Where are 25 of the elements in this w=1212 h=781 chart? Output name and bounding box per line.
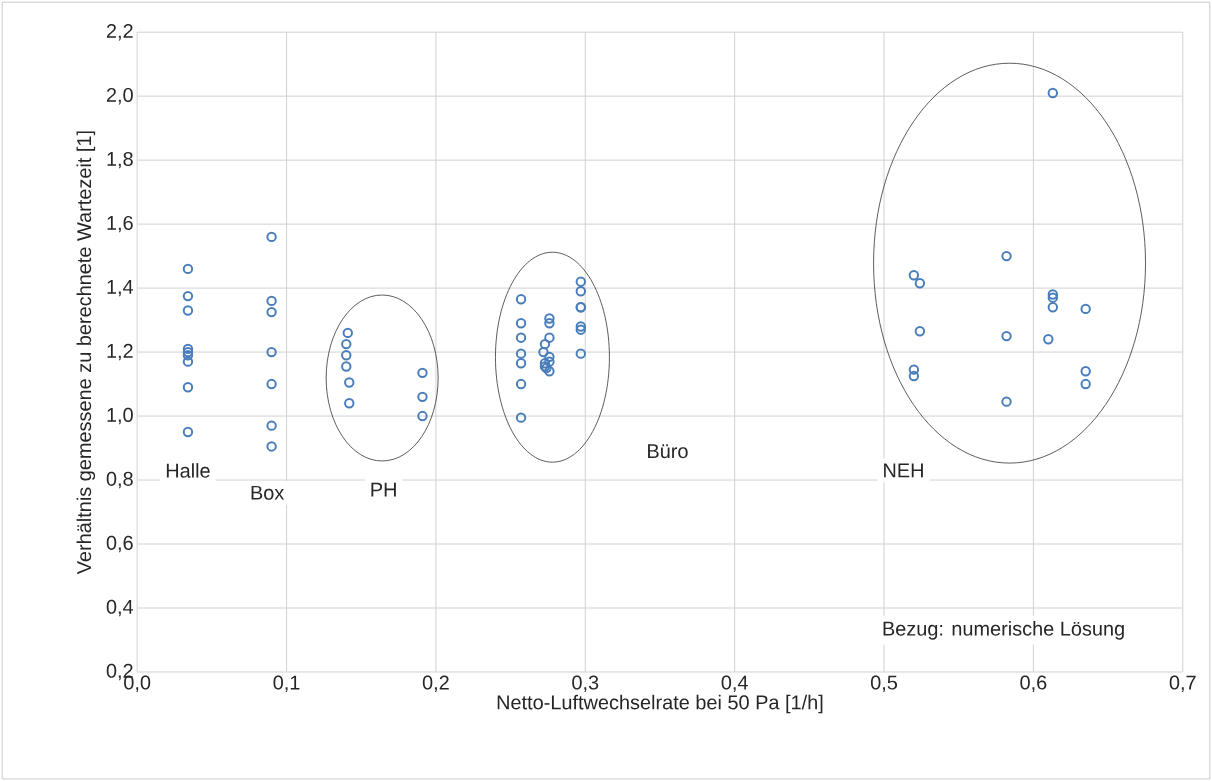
x-tick-label: 0,7 (1169, 675, 1196, 692)
annotation: PH (371, 482, 396, 497)
y-tick-label: 2,0 (106, 87, 133, 105)
y-tick-label: 0,4 (106, 599, 134, 617)
y-tick-label: 0,6 (106, 535, 133, 553)
y-tick-label: 0,8 (106, 471, 133, 489)
y-tick-label: 2,2 (106, 23, 133, 41)
x-tick-label: 0,6 (1020, 675, 1047, 692)
x-tick-label: 0,5 (870, 675, 898, 692)
x-tick-label: 0,2 (422, 675, 449, 692)
y-tick-label: 1,4 (107, 279, 134, 297)
x-tick-label: 0,4 (721, 675, 748, 692)
annotation: Büro (648, 444, 688, 459)
y-tick-label: 1,6 (107, 215, 133, 233)
y-tick-label: 1,8 (107, 151, 133, 169)
x-axis-title: Netto-Luftwechselrate bei 50 Pa [1/h] (497, 694, 823, 714)
y-axis-title: Verhältnis gemessene zu berechnete Wartezeit [1] (76, 131, 96, 575)
x-tick-label: 0,1 (273, 675, 300, 692)
y-tick-label: 1,2 (107, 343, 133, 361)
annotation: Box (251, 485, 285, 500)
y-tick-label: 1,0 (107, 407, 133, 425)
x-tick-label: 0,3 (572, 675, 599, 692)
annotation: Bezug: numerische Lösung (883, 621, 1124, 640)
annotation: Halle (166, 463, 210, 478)
annotation: NEH (884, 463, 923, 478)
